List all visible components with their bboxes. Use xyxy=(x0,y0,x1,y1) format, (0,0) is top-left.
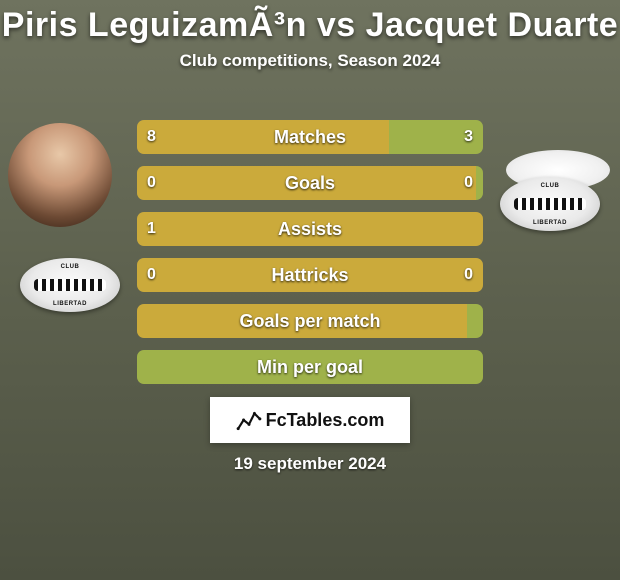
stat-value-left: 0 xyxy=(147,166,171,200)
stat-row: Goals per match xyxy=(137,304,483,338)
watermark-badge: FcTables.com xyxy=(210,397,410,443)
stat-value-right: 0 xyxy=(449,166,473,200)
crest-ellipse-icon: CLUB LIBERTAD xyxy=(20,258,120,312)
page-title: Piris LeguizamÃ³n vs Jacquet Duarte xyxy=(0,6,620,45)
stat-value-right xyxy=(449,212,473,246)
player-left-crest: CLUB LIBERTAD xyxy=(20,258,120,312)
stat-label: Matches xyxy=(137,120,483,154)
crest-stripes-icon xyxy=(514,198,586,211)
stat-label: Assists xyxy=(137,212,483,246)
crest-ellipse-icon: CLUB LIBERTAD xyxy=(500,177,600,231)
crest-stripes-icon xyxy=(34,279,106,292)
stat-label: Min per goal xyxy=(137,350,483,384)
stat-value-right xyxy=(449,304,473,338)
stat-row: Matches8 3 xyxy=(137,120,483,154)
crest-right-text-top: CLUB xyxy=(500,181,600,191)
stat-value-left: 1 xyxy=(147,212,171,246)
stat-label: Hattricks xyxy=(137,258,483,292)
comparison-bars: Matches83Goals00Assists1Hattricks00Goals… xyxy=(137,120,483,396)
crest-left-text-bottom: LIBERTAD xyxy=(20,299,120,309)
stat-value-right: 3 xyxy=(449,120,473,154)
stat-value-left xyxy=(147,350,171,384)
stat-row: Goals0 0 xyxy=(137,166,483,200)
stat-label: Goals xyxy=(137,166,483,200)
stat-value-right xyxy=(449,350,473,384)
stat-value-right: 0 xyxy=(449,258,473,292)
player-left-avatar-fill xyxy=(8,123,112,227)
crest-right-text-bottom: LIBERTAD xyxy=(500,218,600,228)
player-left-avatar xyxy=(8,123,112,227)
page-subtitle: Club competitions, Season 2024 xyxy=(0,51,620,71)
stat-row: Assists1 xyxy=(137,212,483,246)
stat-label: Goals per match xyxy=(137,304,483,338)
chart-line-icon xyxy=(236,407,262,433)
footer-date: 19 september 2024 xyxy=(0,454,620,474)
crest-left-text-top: CLUB xyxy=(20,262,120,272)
stat-value-left xyxy=(147,304,171,338)
stat-value-left: 8 xyxy=(147,120,171,154)
stat-value-left: 0 xyxy=(147,258,171,292)
stat-row: Min per goal xyxy=(137,350,483,384)
player-right-crest: CLUB LIBERTAD xyxy=(500,177,600,231)
watermark-text: FcTables.com xyxy=(266,410,385,431)
stat-row: Hattricks0 0 xyxy=(137,258,483,292)
content-root: Piris LeguizamÃ³n vs Jacquet Duarte Club… xyxy=(0,0,620,580)
